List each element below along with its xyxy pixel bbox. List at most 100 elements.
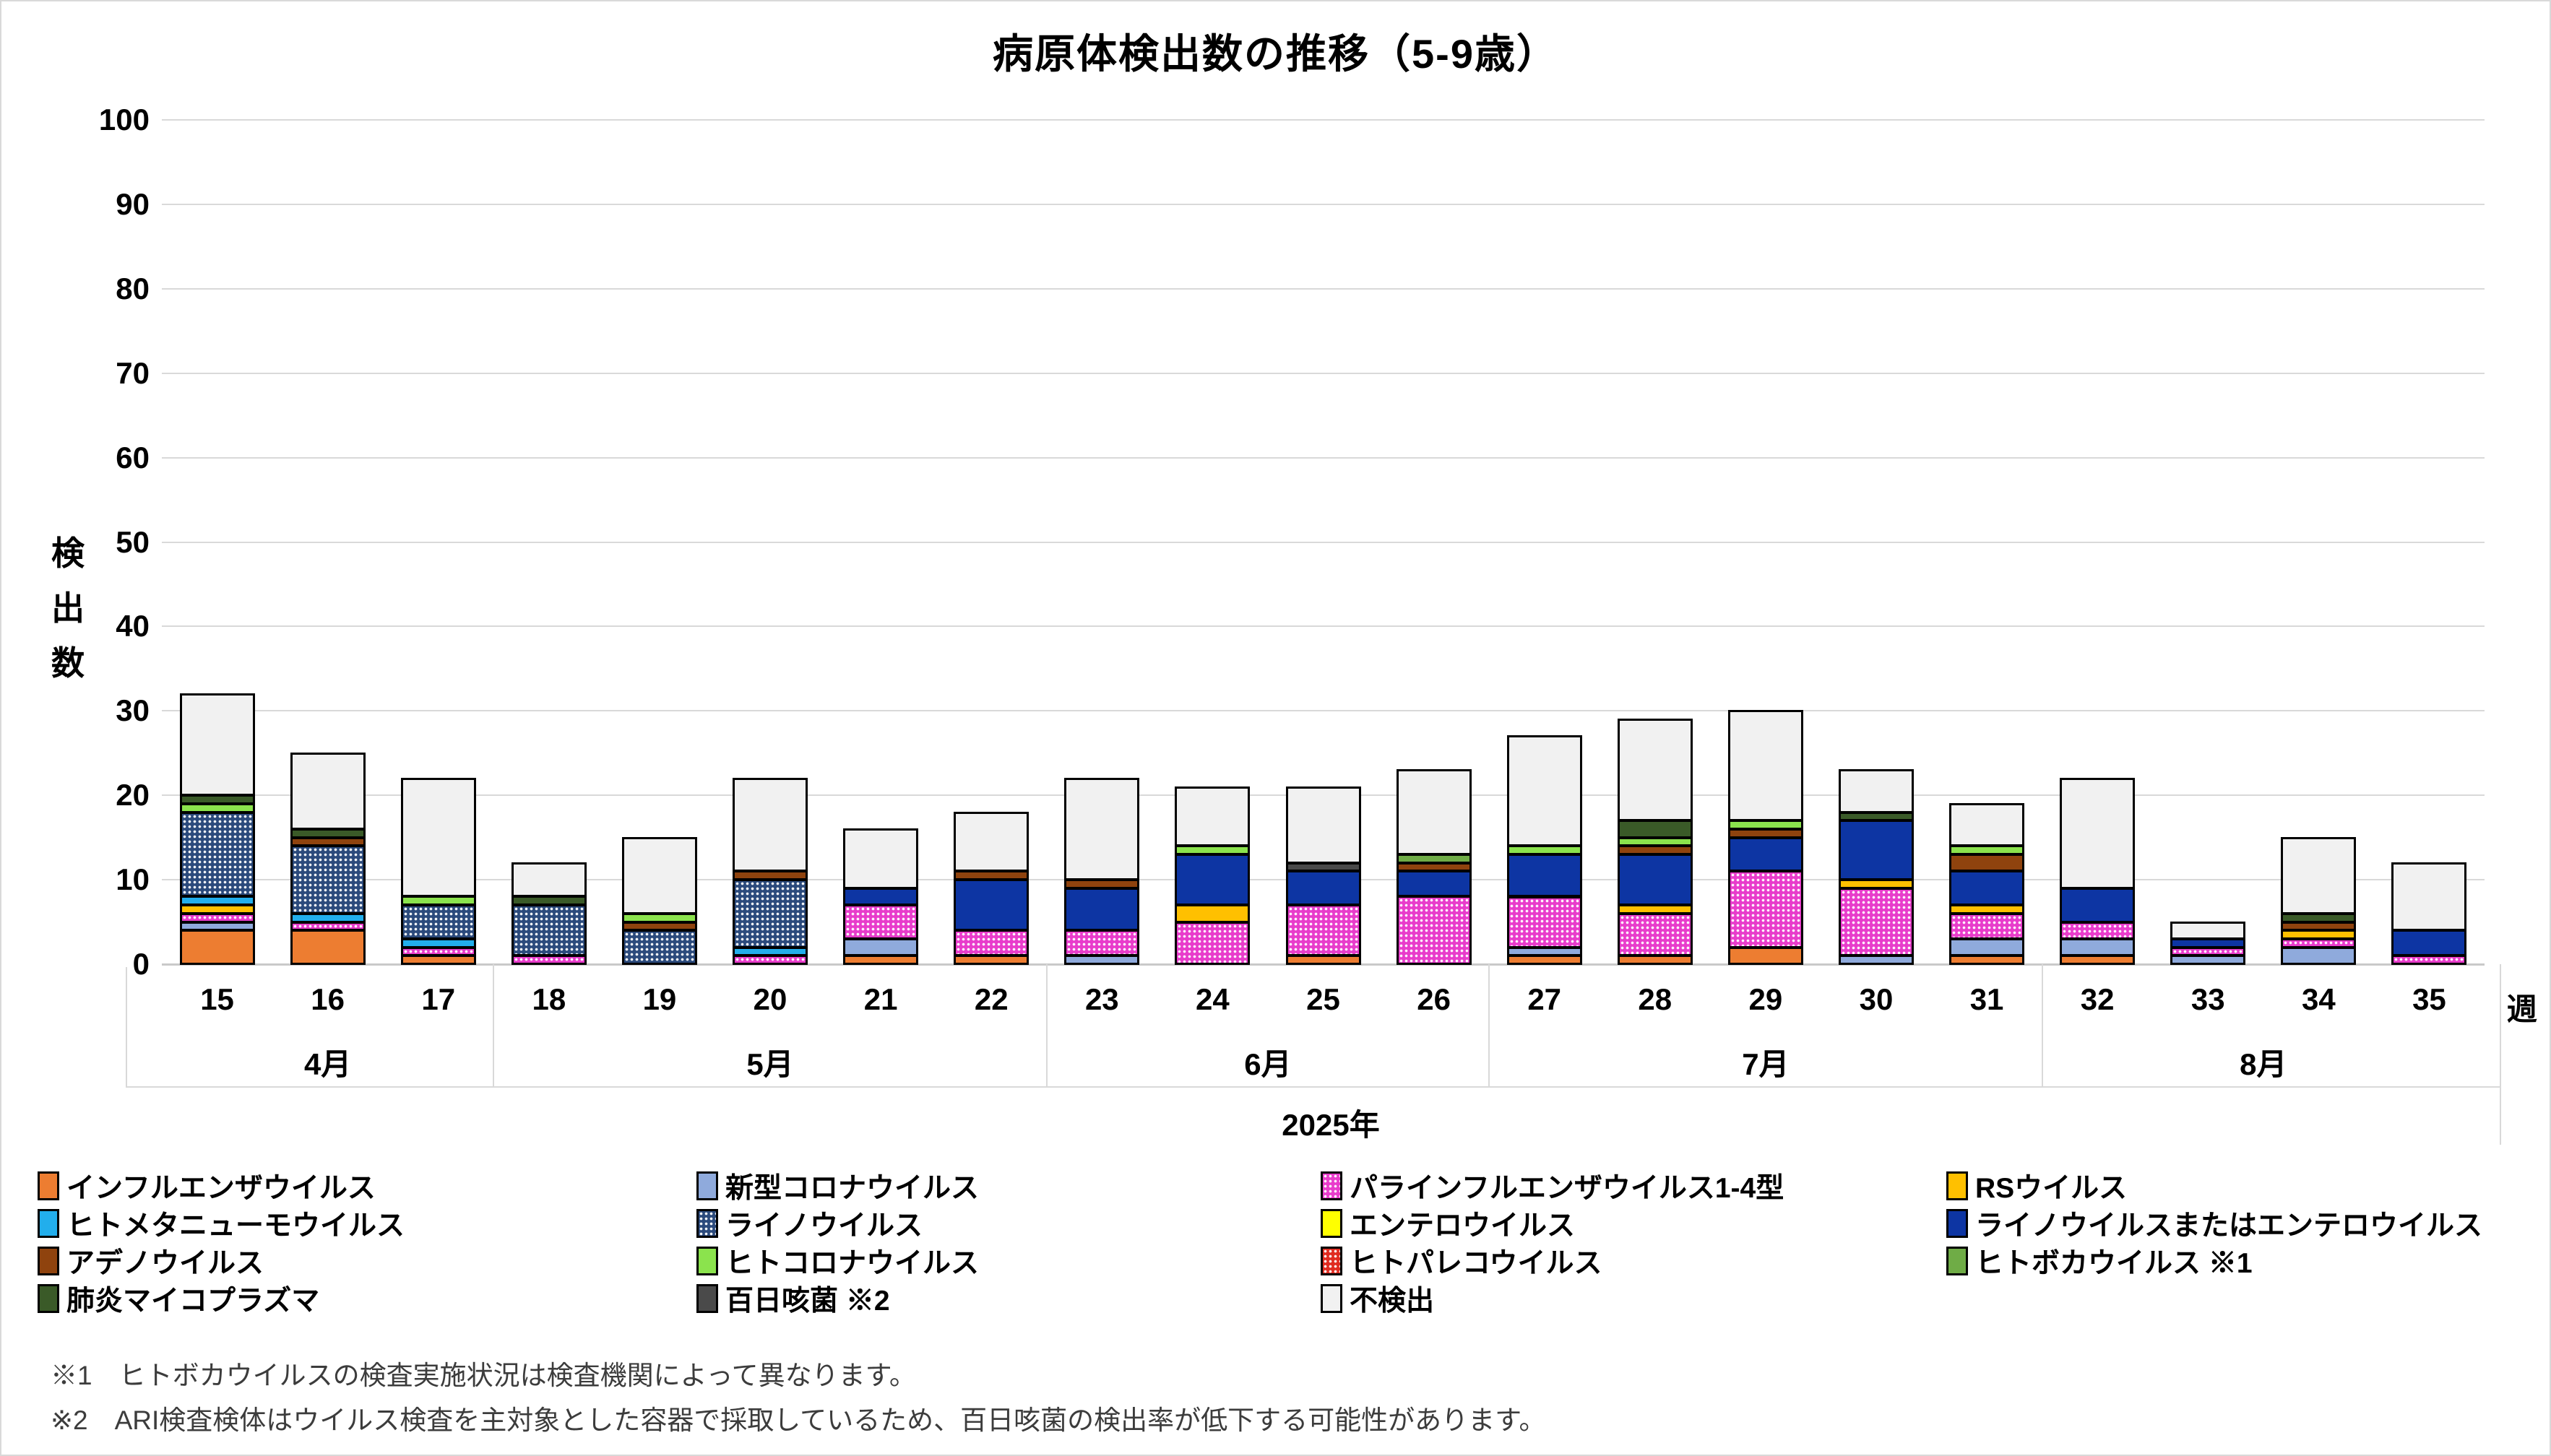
bar-segment-week20-rhino: [733, 879, 808, 948]
bar-segment-week16-parainfluenza: [290, 921, 366, 932]
month-divider-0: [493, 964, 495, 1086]
bar-segment-week18-parainfluenza: [511, 955, 587, 965]
week-label-16: 16: [311, 982, 345, 1016]
bar-segment-week31-adeno: [1949, 854, 2025, 872]
legend-label-pertussis: 百日咳菌 ※2: [725, 1286, 890, 1317]
week-label-30: 30: [1859, 982, 1894, 1016]
bar-segment-week27-rhino_entero: [1506, 854, 1582, 898]
gridline-80: [162, 287, 2485, 290]
bar-segment-week35-parainfluenza: [2391, 955, 2467, 965]
axis-frame-right-line: [2500, 964, 2501, 1145]
bar-segment-week28-influenza: [1617, 955, 1693, 965]
y-tick-label-100: 100: [98, 103, 150, 136]
legend-swatch-rhino: [696, 1209, 718, 1238]
legend-item-none: 不検出: [1321, 1281, 1435, 1317]
bar-segment-week28-hcov: [1617, 836, 1693, 847]
bar-segment-week32-rhino_entero: [2060, 887, 2136, 923]
bar-segment-week15-hmpv: [179, 896, 255, 906]
month-label-5月: 5月: [746, 1047, 794, 1081]
bar-segment-week16-rhino: [290, 845, 366, 914]
bar-segment-week17-hmpv: [400, 937, 476, 948]
legend-label-influenza: インフルエンザウイルス: [66, 1173, 376, 1204]
bar-segment-week17-none: [400, 777, 476, 898]
legend-item-rhino: ライノウイルス: [696, 1206, 923, 1242]
bar-segment-week23-parainfluenza: [1064, 930, 1140, 957]
bar-segment-week31-rs: [1949, 904, 2025, 914]
gridline-70: [162, 372, 2485, 374]
bar-segment-week23-none: [1064, 777, 1140, 881]
week-label-24: 24: [1196, 982, 1230, 1016]
legend-swatch-pertussis: [696, 1284, 718, 1313]
footnote-1: ※1 ヒトボカウイルスの検査実施状況は検査機関によって異なります。: [51, 1361, 916, 1390]
bar-segment-week34-none: [2281, 836, 2357, 914]
bar-segment-week29-hcov: [1727, 820, 1803, 830]
week-label-34: 34: [2301, 982, 2336, 1016]
legend-label-rs: RSウイルス: [1975, 1173, 2128, 1204]
bar-segment-week26-parainfluenza: [1396, 896, 1472, 965]
x-axis-week-unit-label: 週: [2507, 992, 2538, 1026]
bar-segment-week20-hmpv: [733, 946, 808, 957]
week-label-31: 31: [1969, 982, 2004, 1016]
bar-segment-week21-none: [843, 828, 919, 889]
bar-segment-week24-none: [1175, 786, 1251, 847]
y-tick-label-80: 80: [116, 271, 150, 306]
bar-segment-week25-none: [1285, 786, 1361, 864]
legend-swatch-none: [1321, 1284, 1342, 1313]
bar-segment-week28-rs: [1617, 904, 1693, 914]
bar-segment-week25-influenza: [1285, 955, 1361, 965]
month-label-8月: 8月: [2240, 1047, 2287, 1081]
legend-swatch-adeno: [38, 1247, 59, 1275]
bar-segment-week28-parainfluenza: [1617, 912, 1693, 957]
bar-segment-week29-influenza: [1727, 946, 1803, 965]
bar-segment-week29-parainfluenza: [1727, 870, 1803, 948]
bar-segment-week22-parainfluenza: [954, 930, 1030, 957]
bar-segment-week27-parainfluenza: [1506, 896, 1582, 948]
week-label-19: 19: [642, 982, 677, 1016]
month-label-4月: 4月: [303, 1047, 352, 1081]
bar-segment-week27-influenza: [1506, 955, 1582, 965]
bar-segment-week25-parainfluenza: [1285, 904, 1361, 957]
bar-segment-week25-rhino_entero: [1285, 870, 1361, 906]
bar-segment-week20-parainfluenza: [733, 955, 808, 965]
week-label-23: 23: [1084, 982, 1119, 1016]
bar-segment-week24-hcov: [1175, 845, 1251, 856]
bar-segment-week30-rs: [1838, 879, 1914, 889]
bar-segment-week17-rhino: [400, 904, 476, 940]
bar-segment-week30-rhino_entero: [1838, 820, 1914, 881]
bar-segment-week24-parainfluenza: [1175, 921, 1251, 965]
legend-label-none: 不検出: [1350, 1286, 1435, 1317]
bar-segment-week31-hcov: [1949, 845, 2025, 856]
legend-swatch-hmpv: [38, 1209, 59, 1238]
legend-swatch-hcov: [696, 1247, 718, 1275]
y-tick-label-10: 10: [116, 862, 150, 897]
bar-segment-week25-pertussis: [1285, 862, 1361, 872]
x-axis-year-label: 2025年: [1282, 1108, 1380, 1142]
legend-item-pertussis: 百日咳菌 ※2: [696, 1281, 890, 1317]
y-tick-label-30: 30: [116, 693, 150, 728]
bar-segment-week15-hcov: [179, 802, 255, 813]
bar-segment-week21-influenza: [843, 955, 919, 965]
legend-item-rs: RSウイルス: [1946, 1169, 2128, 1204]
axis-frame-bottom-line: [126, 1086, 2500, 1088]
bar-segment-week19-none: [621, 836, 697, 914]
legend-item-adeno: アデノウイルス: [38, 1244, 264, 1279]
bar-segment-week22-adeno: [954, 870, 1030, 881]
y-tick-label-0: 0: [132, 947, 150, 981]
bar-segment-week22-rhino_entero: [954, 879, 1030, 932]
legend-label-parainfluenza: パラインフルエンザウイルス1-4型: [1350, 1173, 1784, 1204]
bar-segment-week20-none: [733, 777, 808, 872]
bar-segment-week26-none: [1396, 769, 1472, 856]
bar-segment-week15-rhino: [179, 811, 255, 898]
bar-segment-week28-myco: [1617, 820, 1693, 838]
month-label-6月: 6月: [1244, 1047, 1292, 1081]
week-label-26: 26: [1417, 982, 1451, 1016]
legend-label-rhino: ライノウイルス: [725, 1210, 923, 1242]
bar-segment-week16-adeno: [290, 836, 366, 847]
bar-segment-week16-none: [290, 752, 366, 830]
bar-segment-week30-myco: [1838, 811, 1914, 822]
week-label-27: 27: [1527, 982, 1562, 1016]
legend-item-myco: 肺炎マイコプラズマ: [38, 1281, 319, 1317]
gridline-60: [162, 456, 2485, 459]
bar-segment-week15-covid: [179, 921, 255, 932]
bar-segment-week16-hmpv: [290, 912, 366, 923]
